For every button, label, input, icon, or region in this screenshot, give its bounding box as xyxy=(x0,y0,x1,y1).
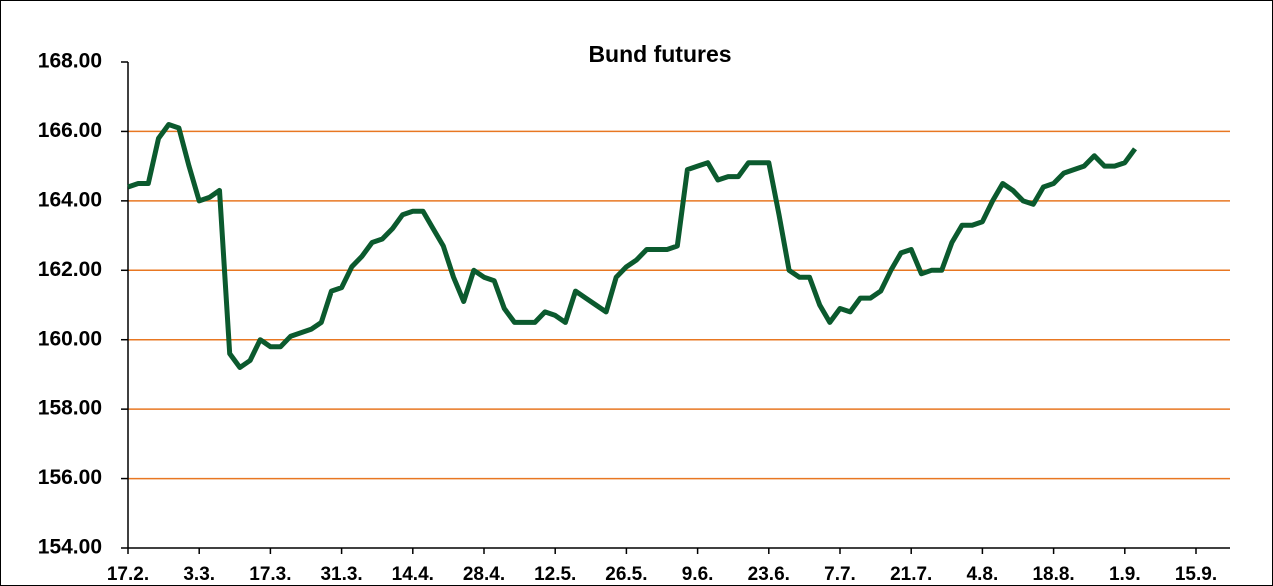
x-tick-label: 14.4. xyxy=(392,564,434,585)
x-tick-label: 17.3. xyxy=(249,564,291,585)
x-tick-label: 23.6. xyxy=(748,564,790,585)
x-tick-label: 31.3. xyxy=(320,564,362,585)
y-tick-label: 158.00 xyxy=(38,397,102,420)
y-tick-label: 164.00 xyxy=(38,188,102,211)
x-tick-label: 1.9. xyxy=(1109,564,1141,585)
x-tick-label: 18.8. xyxy=(1032,564,1074,585)
x-tick-label: 21.7. xyxy=(890,564,932,585)
y-tick-label: 162.00 xyxy=(38,258,102,281)
x-tick-label: 15.9. xyxy=(1175,564,1217,585)
x-tick-label: 26.5. xyxy=(605,564,647,585)
x-tick-label: 4.8. xyxy=(967,564,999,585)
line-series xyxy=(127,122,1138,370)
x-tick-label: 12.5. xyxy=(534,564,576,585)
y-tick-label: 166.00 xyxy=(38,119,102,142)
x-tick-label: 17.2. xyxy=(107,564,149,585)
y-tick-label: 156.00 xyxy=(38,466,102,489)
x-tick-label: 7.7. xyxy=(824,564,856,585)
x-tick-label: 9.6. xyxy=(682,564,714,585)
y-tick-label: 168.00 xyxy=(38,50,102,73)
y-tick-label: 154.00 xyxy=(38,536,102,559)
y-tick-label: 160.00 xyxy=(38,327,102,350)
chart-title: Bund futures xyxy=(588,41,731,67)
x-tick-label: 28.4. xyxy=(463,564,505,585)
x-tick-label: 3.3. xyxy=(183,564,215,585)
